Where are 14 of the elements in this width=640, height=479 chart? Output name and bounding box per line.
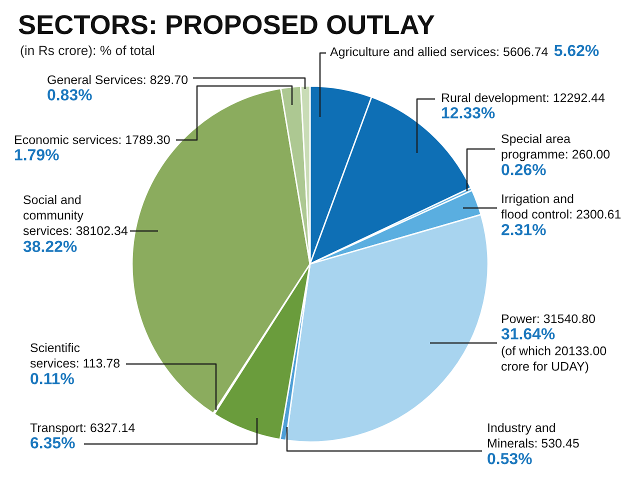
slice-label: Scientific services: 113.78 0.11% (30, 343, 120, 384)
chart-title: SECTORS: PROPOSED OUTLAY (18, 15, 434, 34)
slice-label: Industry and Minerals: 530.45 0.53% (488, 423, 579, 464)
slice-label: Transport: 6327.14 6.35% (30, 423, 135, 448)
text: (of which 20133.00 crore for UDAY) (502, 346, 606, 374)
slice-label: Social and community services: 38102.34 38.22% (23, 195, 128, 252)
slice-label: Special area programme: 260.00 0.26% (502, 134, 610, 176)
slice-label: Economic services: 1789.30 1.79% (15, 135, 170, 160)
slice-label: Power: 31540.80 31.64% (501, 314, 596, 340)
slice-label: Irrigation and flood control: 2300.61 2.31% (501, 194, 621, 236)
slice-label: Rural development: 12292.44 12.33% (442, 93, 605, 118)
slice-label: Agriculture and allied services: 5606.74 5.62% (330, 44, 599, 59)
slice-label: General Services: 829.70 0.83% (48, 75, 188, 100)
chart-subtitle: (in Rs crore): % of total (20, 45, 154, 58)
